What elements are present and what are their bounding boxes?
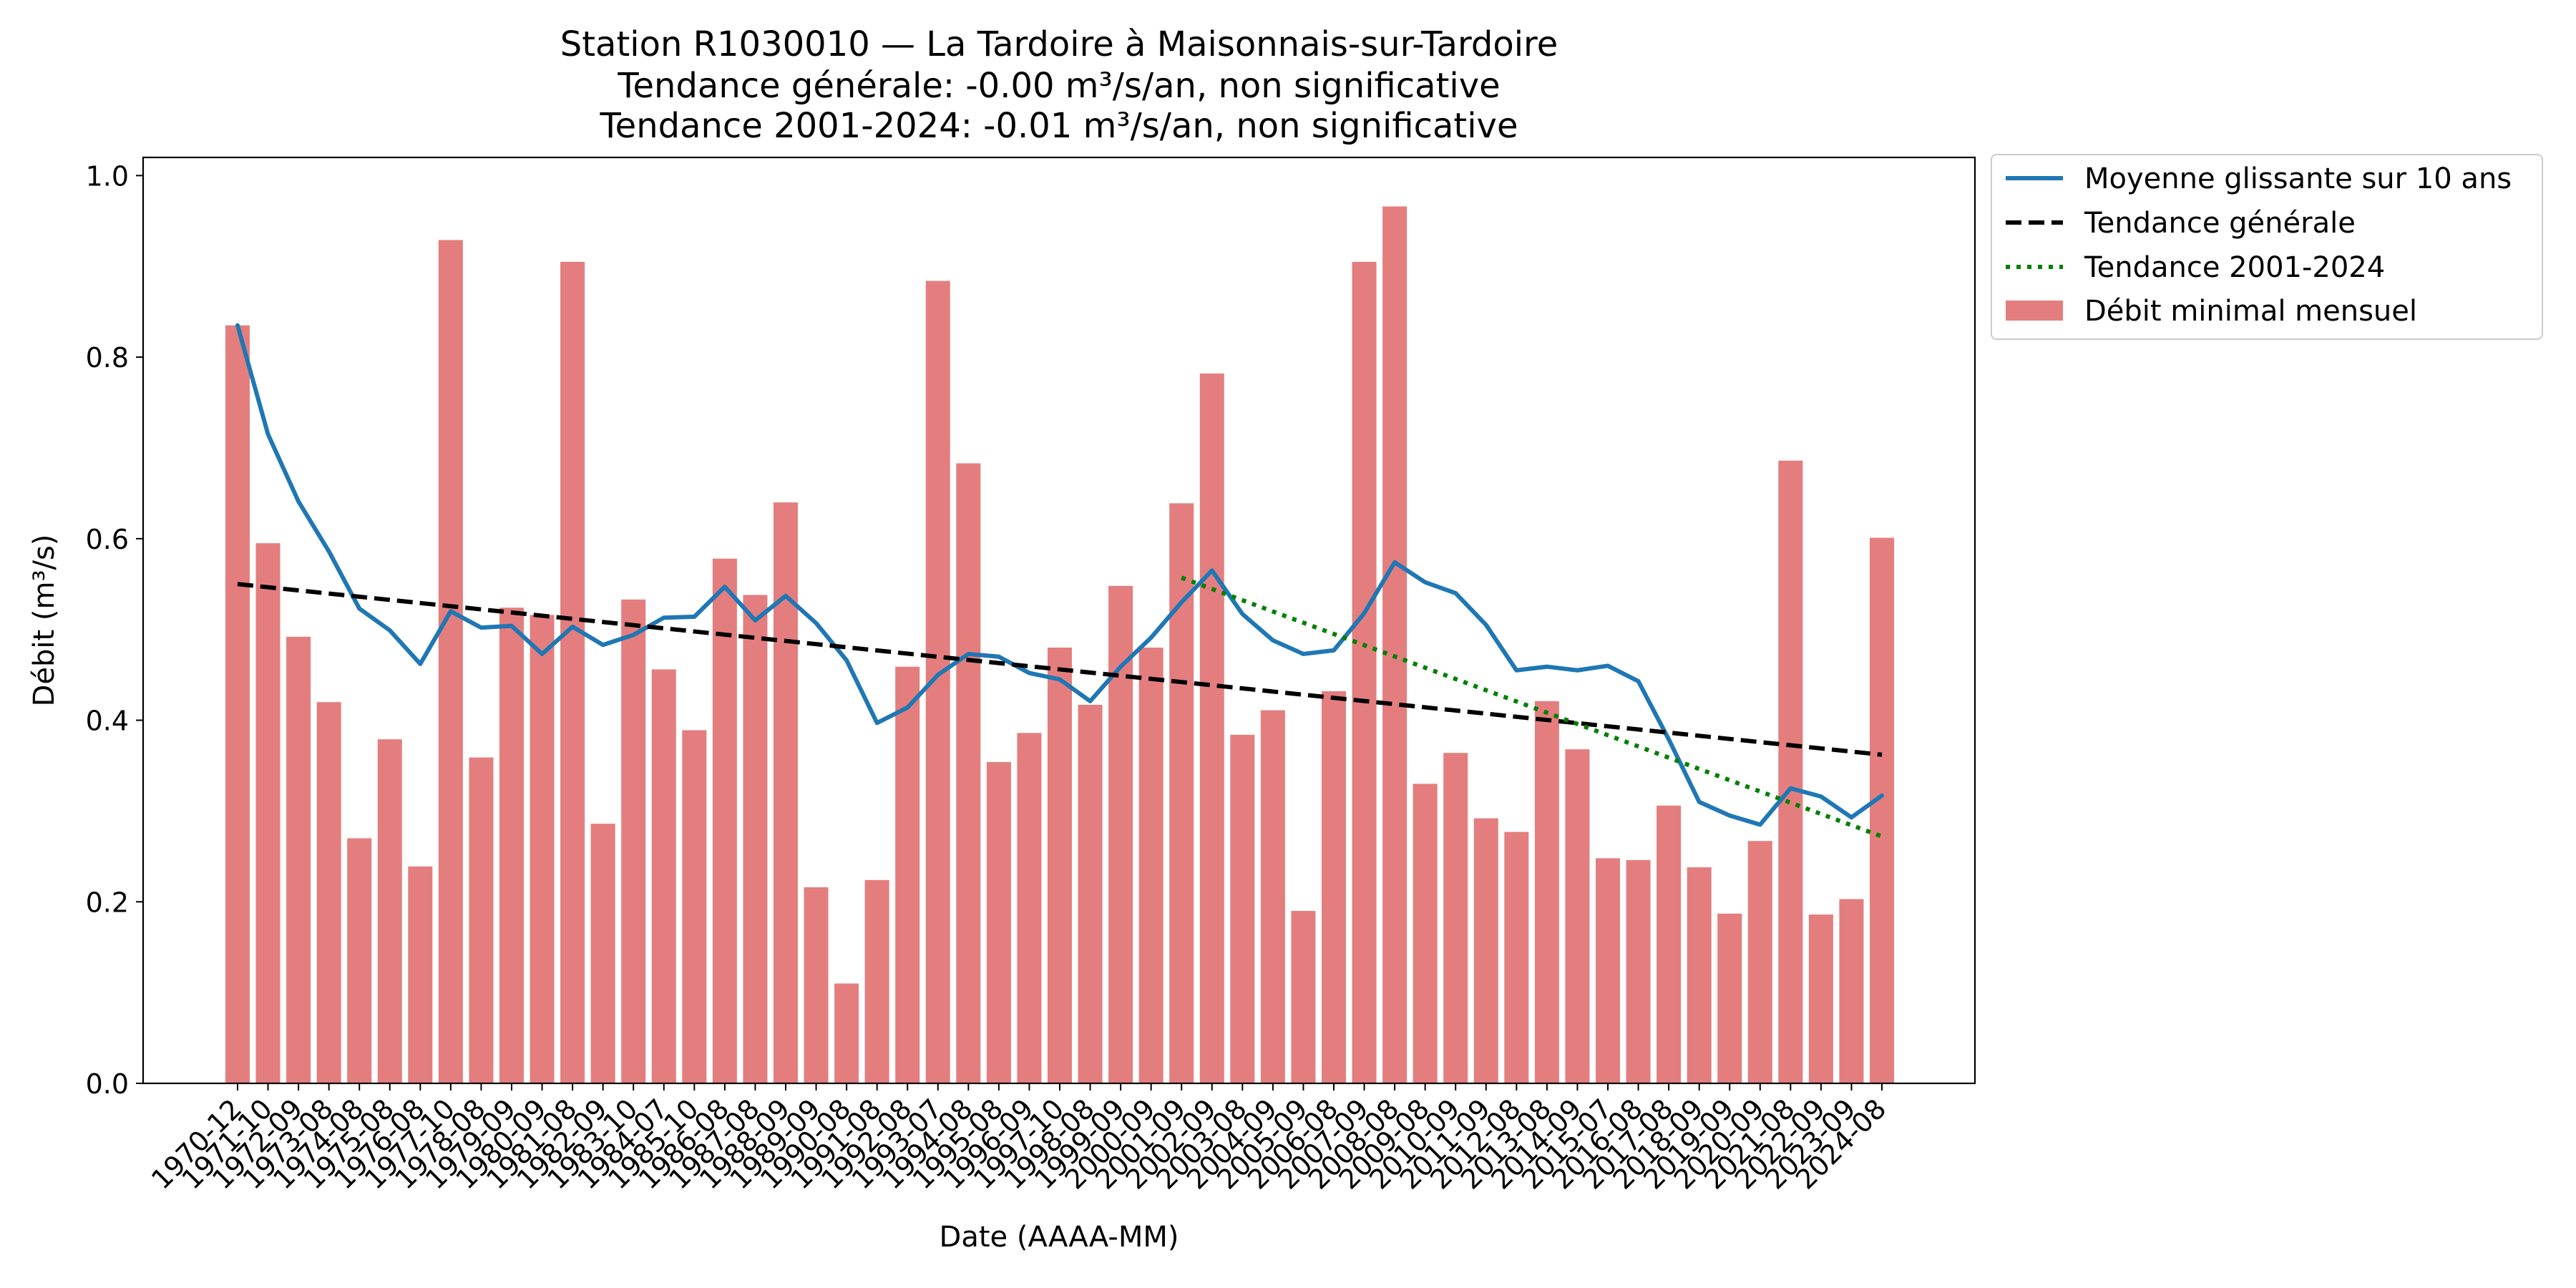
bar — [1808, 914, 1833, 1083]
bar — [560, 261, 585, 1083]
chart-title-line-2: Tendance générale: -0.00 m³/s/an, non si… — [617, 66, 1500, 106]
bar — [1657, 805, 1682, 1083]
bar — [255, 543, 280, 1083]
legend-swatch-monthly-min-flow — [2006, 301, 2063, 321]
bar — [712, 558, 737, 1083]
bar — [773, 502, 799, 1083]
bar — [1869, 537, 1895, 1083]
bar — [743, 595, 768, 1083]
bar — [651, 669, 676, 1083]
y-tick-label: 0.6 — [86, 524, 129, 555]
y-axis-label: Débit (m³/s) — [28, 535, 61, 707]
bar — [1595, 858, 1621, 1083]
moving-average-line — [235, 323, 1884, 827]
bar — [1352, 261, 1377, 1083]
bar — [804, 887, 829, 1083]
bar — [225, 325, 250, 1084]
bar — [986, 761, 1011, 1083]
legend-label-moving-average: Moyenne glissante sur 10 ans — [2084, 162, 2512, 195]
bar — [1626, 859, 1651, 1083]
bar — [1504, 831, 1529, 1083]
bar — [1534, 701, 1559, 1083]
bar — [1138, 648, 1163, 1083]
bar — [530, 615, 555, 1083]
x-axis: 1970-121971-101972-091973-081974-081975-… — [145, 1083, 1892, 1196]
bar — [347, 838, 372, 1083]
bar — [377, 739, 402, 1083]
bar — [1260, 710, 1285, 1083]
bar — [1717, 913, 1742, 1083]
y-tick-label: 0.4 — [86, 706, 129, 737]
bar — [316, 702, 341, 1083]
bar — [469, 757, 494, 1083]
bar — [1565, 749, 1590, 1083]
chart-title-line-3: Tendance 2001-2024: -0.01 m³/s/an, non s… — [600, 106, 1518, 146]
line-series — [235, 323, 1884, 839]
bar-series — [225, 206, 1895, 1084]
bar — [408, 866, 433, 1083]
x-axis-label: Date (AAAA-MM) — [940, 1221, 1179, 1254]
bar — [621, 599, 646, 1083]
trend-2001-2024-line — [1181, 575, 1883, 839]
y-tick-label: 0.0 — [86, 1068, 129, 1100]
legend-frame — [1991, 154, 2543, 340]
y-tick-label: 1.0 — [86, 160, 129, 192]
bar — [1321, 691, 1347, 1083]
bar — [864, 879, 889, 1083]
bar — [1199, 373, 1224, 1083]
bar — [438, 240, 463, 1084]
bar — [1839, 899, 1864, 1083]
bar — [1413, 784, 1438, 1083]
bar — [1382, 206, 1407, 1083]
legend-label-trend-2001-2024: Tendance 2001-2024 — [2084, 251, 2385, 284]
bar — [1778, 460, 1803, 1083]
bar — [499, 608, 525, 1083]
legend-label-monthly-min-flow: Débit minimal mensuel — [2084, 295, 2417, 328]
y-tick-label: 0.8 — [86, 342, 129, 374]
bar — [1443, 753, 1468, 1083]
bar — [682, 730, 707, 1083]
bar — [956, 463, 981, 1083]
y-tick-label: 0.2 — [86, 887, 129, 918]
bar — [1047, 648, 1073, 1083]
general-trend-line — [237, 582, 1883, 757]
bar — [1017, 733, 1042, 1083]
bar — [1747, 841, 1772, 1083]
bar — [1291, 910, 1316, 1083]
y-axis: 0.0 0.2 0.4 0.6 0.8 1.0 — [86, 160, 143, 1100]
chart-title-line-1: Station R1030010 — La Tardoire à Maisonn… — [560, 24, 1558, 64]
bar — [1473, 818, 1498, 1083]
bar — [834, 983, 859, 1083]
bar — [286, 636, 311, 1083]
bar — [1230, 734, 1255, 1083]
chart-title: Station R1030010 — La Tardoire à Maisonn… — [560, 24, 1558, 146]
bar — [895, 666, 920, 1083]
bar — [1078, 704, 1103, 1083]
legend: Moyenne glissante sur 10 ans Tendance gé… — [1991, 154, 2543, 340]
bar — [590, 824, 615, 1083]
bar — [1687, 867, 1712, 1083]
legend-label-general-trend: Tendance générale — [2084, 207, 2356, 240]
